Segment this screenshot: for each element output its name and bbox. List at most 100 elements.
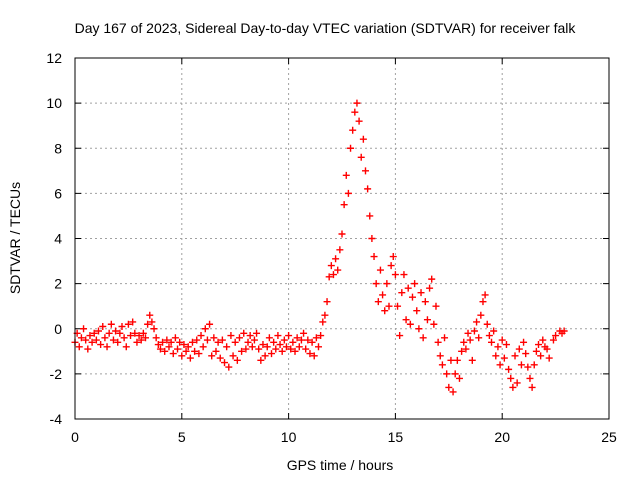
- y-tick-label: 10: [46, 95, 62, 111]
- data-point: [530, 361, 538, 369]
- data-points: [71, 99, 568, 396]
- data-point: [257, 356, 265, 364]
- data-point: [421, 298, 429, 306]
- data-point: [240, 329, 248, 337]
- data-point: [334, 266, 342, 274]
- data-point: [246, 332, 254, 340]
- y-tick-label: 8: [54, 140, 62, 156]
- data-point: [120, 334, 128, 342]
- data-point: [355, 117, 363, 125]
- data-point: [400, 271, 408, 279]
- data-point: [129, 318, 137, 326]
- data-point: [428, 275, 436, 283]
- data-point: [118, 322, 126, 330]
- data-point: [353, 99, 361, 107]
- data-point: [208, 352, 216, 360]
- axis-ticks: 0 5 10 15 20 25 -4 -2 0 2 4 6 8 10 12: [46, 50, 617, 445]
- data-point: [426, 284, 434, 292]
- data-point: [84, 345, 92, 353]
- data-point: [366, 212, 374, 220]
- data-point: [368, 235, 376, 242]
- data-point: [133, 338, 141, 346]
- data-point: [370, 253, 378, 261]
- data-point: [242, 345, 250, 353]
- data-point: [75, 343, 83, 351]
- data-point: [379, 291, 387, 299]
- data-point: [385, 302, 393, 310]
- data-point: [291, 347, 299, 355]
- y-tick-label: -4: [50, 411, 63, 427]
- data-point: [161, 347, 169, 355]
- data-point: [244, 338, 252, 346]
- data-point: [479, 298, 487, 306]
- data-point: [282, 343, 290, 351]
- data-point: [231, 338, 239, 346]
- data-point: [97, 341, 105, 349]
- data-point: [460, 338, 468, 346]
- data-point: [295, 343, 303, 351]
- data-point: [449, 388, 457, 396]
- data-point: [182, 347, 190, 355]
- data-point: [466, 336, 474, 344]
- data-point: [191, 347, 199, 355]
- data-point: [394, 302, 402, 310]
- data-point: [342, 171, 350, 179]
- data-point: [285, 332, 293, 340]
- data-point: [419, 334, 427, 342]
- data-point: [174, 345, 182, 353]
- data-point: [323, 298, 331, 306]
- data-point: [357, 153, 365, 161]
- data-point: [387, 262, 395, 270]
- data-point: [441, 334, 449, 342]
- y-tick-label: 4: [54, 231, 62, 247]
- data-point: [515, 345, 523, 353]
- data-point: [327, 262, 335, 270]
- data-point: [389, 253, 397, 261]
- data-point: [537, 352, 545, 360]
- data-point: [543, 345, 551, 353]
- y-axis-label: SDTVAR / TECUs: [7, 182, 23, 294]
- data-point: [458, 347, 466, 355]
- data-point: [351, 108, 359, 116]
- data-point: [391, 271, 399, 279]
- data-point: [116, 329, 124, 337]
- data-point: [500, 354, 508, 362]
- data-point: [156, 345, 164, 353]
- data-point: [312, 334, 320, 342]
- data-point: [443, 370, 451, 378]
- data-point: [349, 126, 357, 134]
- y-tick-label: 0: [54, 321, 62, 337]
- data-point: [451, 370, 459, 378]
- data-point: [270, 338, 278, 346]
- data-point: [532, 347, 540, 355]
- data-point: [122, 343, 130, 351]
- chart-title: Day 167 of 2023, Sidereal Day-to-day VTE…: [75, 20, 577, 36]
- data-point: [308, 338, 316, 346]
- x-tick-label: 20: [494, 429, 510, 445]
- x-axis-label: GPS time / hours: [287, 457, 394, 473]
- data-point: [496, 361, 504, 369]
- data-point: [302, 345, 310, 353]
- data-point: [218, 336, 226, 344]
- data-point: [206, 320, 214, 328]
- data-point: [481, 291, 489, 299]
- data-point: [135, 332, 143, 340]
- data-point: [430, 320, 438, 328]
- data-point: [462, 345, 470, 353]
- data-point: [212, 347, 220, 355]
- data-point: [259, 341, 267, 349]
- data-point: [325, 273, 333, 281]
- data-point: [415, 325, 423, 333]
- data-point: [82, 336, 90, 344]
- data-point: [152, 334, 160, 342]
- data-point: [502, 341, 510, 349]
- data-point: [411, 280, 419, 288]
- data-point: [470, 327, 478, 335]
- data-point: [253, 329, 261, 337]
- data-point: [468, 356, 476, 364]
- data-point: [517, 361, 525, 369]
- data-point: [509, 383, 517, 391]
- data-point: [560, 327, 568, 335]
- data-point: [265, 334, 273, 342]
- x-tick-label: 10: [281, 429, 297, 445]
